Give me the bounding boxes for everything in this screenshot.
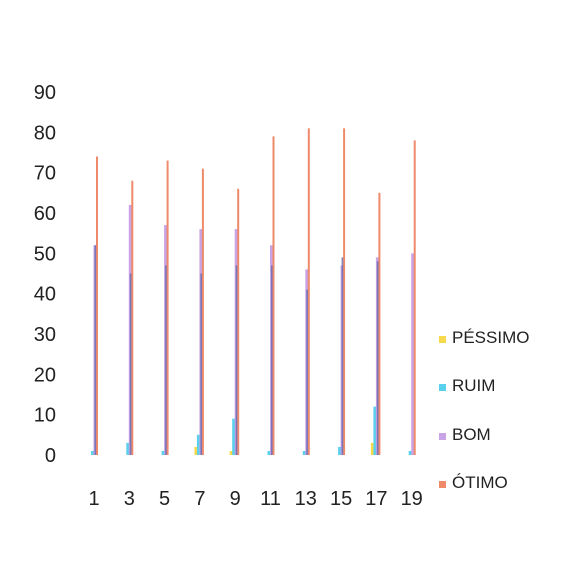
bar-ótimo — [201, 168, 204, 455]
bar-ótimo — [131, 180, 134, 455]
bar-ruim — [196, 434, 200, 455]
y-tick-label: 50 — [34, 243, 56, 265]
bars — [91, 128, 416, 456]
bar-ótimo — [237, 188, 240, 456]
bar-péssimo — [194, 446, 198, 455]
y-tick-label: 70 — [34, 163, 56, 185]
bar-ruim — [126, 442, 130, 455]
y-tick-label: 40 — [34, 284, 56, 306]
x-tick-label: 15 — [330, 488, 352, 510]
legend-label: ÓTIMO — [452, 473, 508, 492]
legend-swatch — [439, 433, 446, 440]
bar-ótimo — [307, 128, 310, 456]
bar-ruim — [161, 450, 165, 455]
bar-ótimo — [378, 192, 381, 456]
legend-label: RUIM — [452, 376, 495, 395]
x-tick-label: 17 — [365, 488, 387, 510]
x-tick-label: 11 — [260, 488, 281, 510]
bar-extra — [235, 265, 238, 455]
y-tick-label: 90 — [34, 82, 56, 104]
legend-swatch — [439, 336, 446, 343]
bar-péssimo — [229, 450, 233, 455]
bar-extra — [165, 265, 167, 455]
bar-ótimo — [272, 136, 275, 455]
bar-ruim — [338, 446, 342, 455]
bar-extra — [306, 289, 308, 455]
legend-label: BOM — [452, 425, 491, 444]
y-tick-label: 80 — [34, 122, 56, 144]
bar-ruim — [267, 450, 271, 455]
bar-péssimo — [370, 442, 374, 455]
x-tick-label: 3 — [124, 488, 135, 510]
legend-swatch — [439, 384, 446, 391]
bar-ruim — [302, 450, 306, 455]
legend-swatch — [439, 481, 446, 488]
bar-extra — [200, 273, 202, 455]
legend-label: PÉSSIMO — [452, 328, 529, 347]
bar-extra — [341, 257, 344, 455]
bar-ruim — [91, 450, 94, 455]
y-axis: 0 10 20 30 40 50 60 70 80 90 — [34, 82, 56, 467]
bar-ruim — [232, 418, 236, 455]
bar-ruim — [373, 406, 377, 455]
bar-ruim — [408, 450, 412, 455]
bar-extra — [376, 261, 379, 455]
legend: PÉSSIMO RUIM BOM ÓTIMO — [439, 328, 529, 492]
bar-extra — [129, 273, 132, 455]
x-tick-label: 19 — [401, 488, 423, 510]
bar-ótimo — [343, 128, 346, 456]
x-tick-label: 13 — [295, 488, 317, 510]
bar-ótimo — [166, 160, 169, 456]
y-tick-label: 10 — [34, 405, 56, 427]
x-axis: 1 3 5 7 9 11 13 15 17 19 — [88, 488, 422, 510]
bar-extra — [94, 245, 97, 455]
y-tick-label: 30 — [34, 324, 56, 346]
bar-bom — [411, 253, 415, 455]
y-tick-label: 20 — [34, 364, 56, 386]
x-tick-label: 5 — [159, 488, 170, 510]
x-tick-label: 9 — [230, 488, 241, 510]
bar-ótimo — [96, 156, 98, 456]
y-tick-label: 0 — [45, 445, 56, 467]
bar-ótimo — [413, 140, 416, 455]
x-tick-label: 1 — [88, 488, 99, 510]
x-tick-label: 7 — [194, 488, 205, 510]
y-tick-label: 60 — [34, 203, 56, 225]
bar-extra — [271, 265, 273, 455]
